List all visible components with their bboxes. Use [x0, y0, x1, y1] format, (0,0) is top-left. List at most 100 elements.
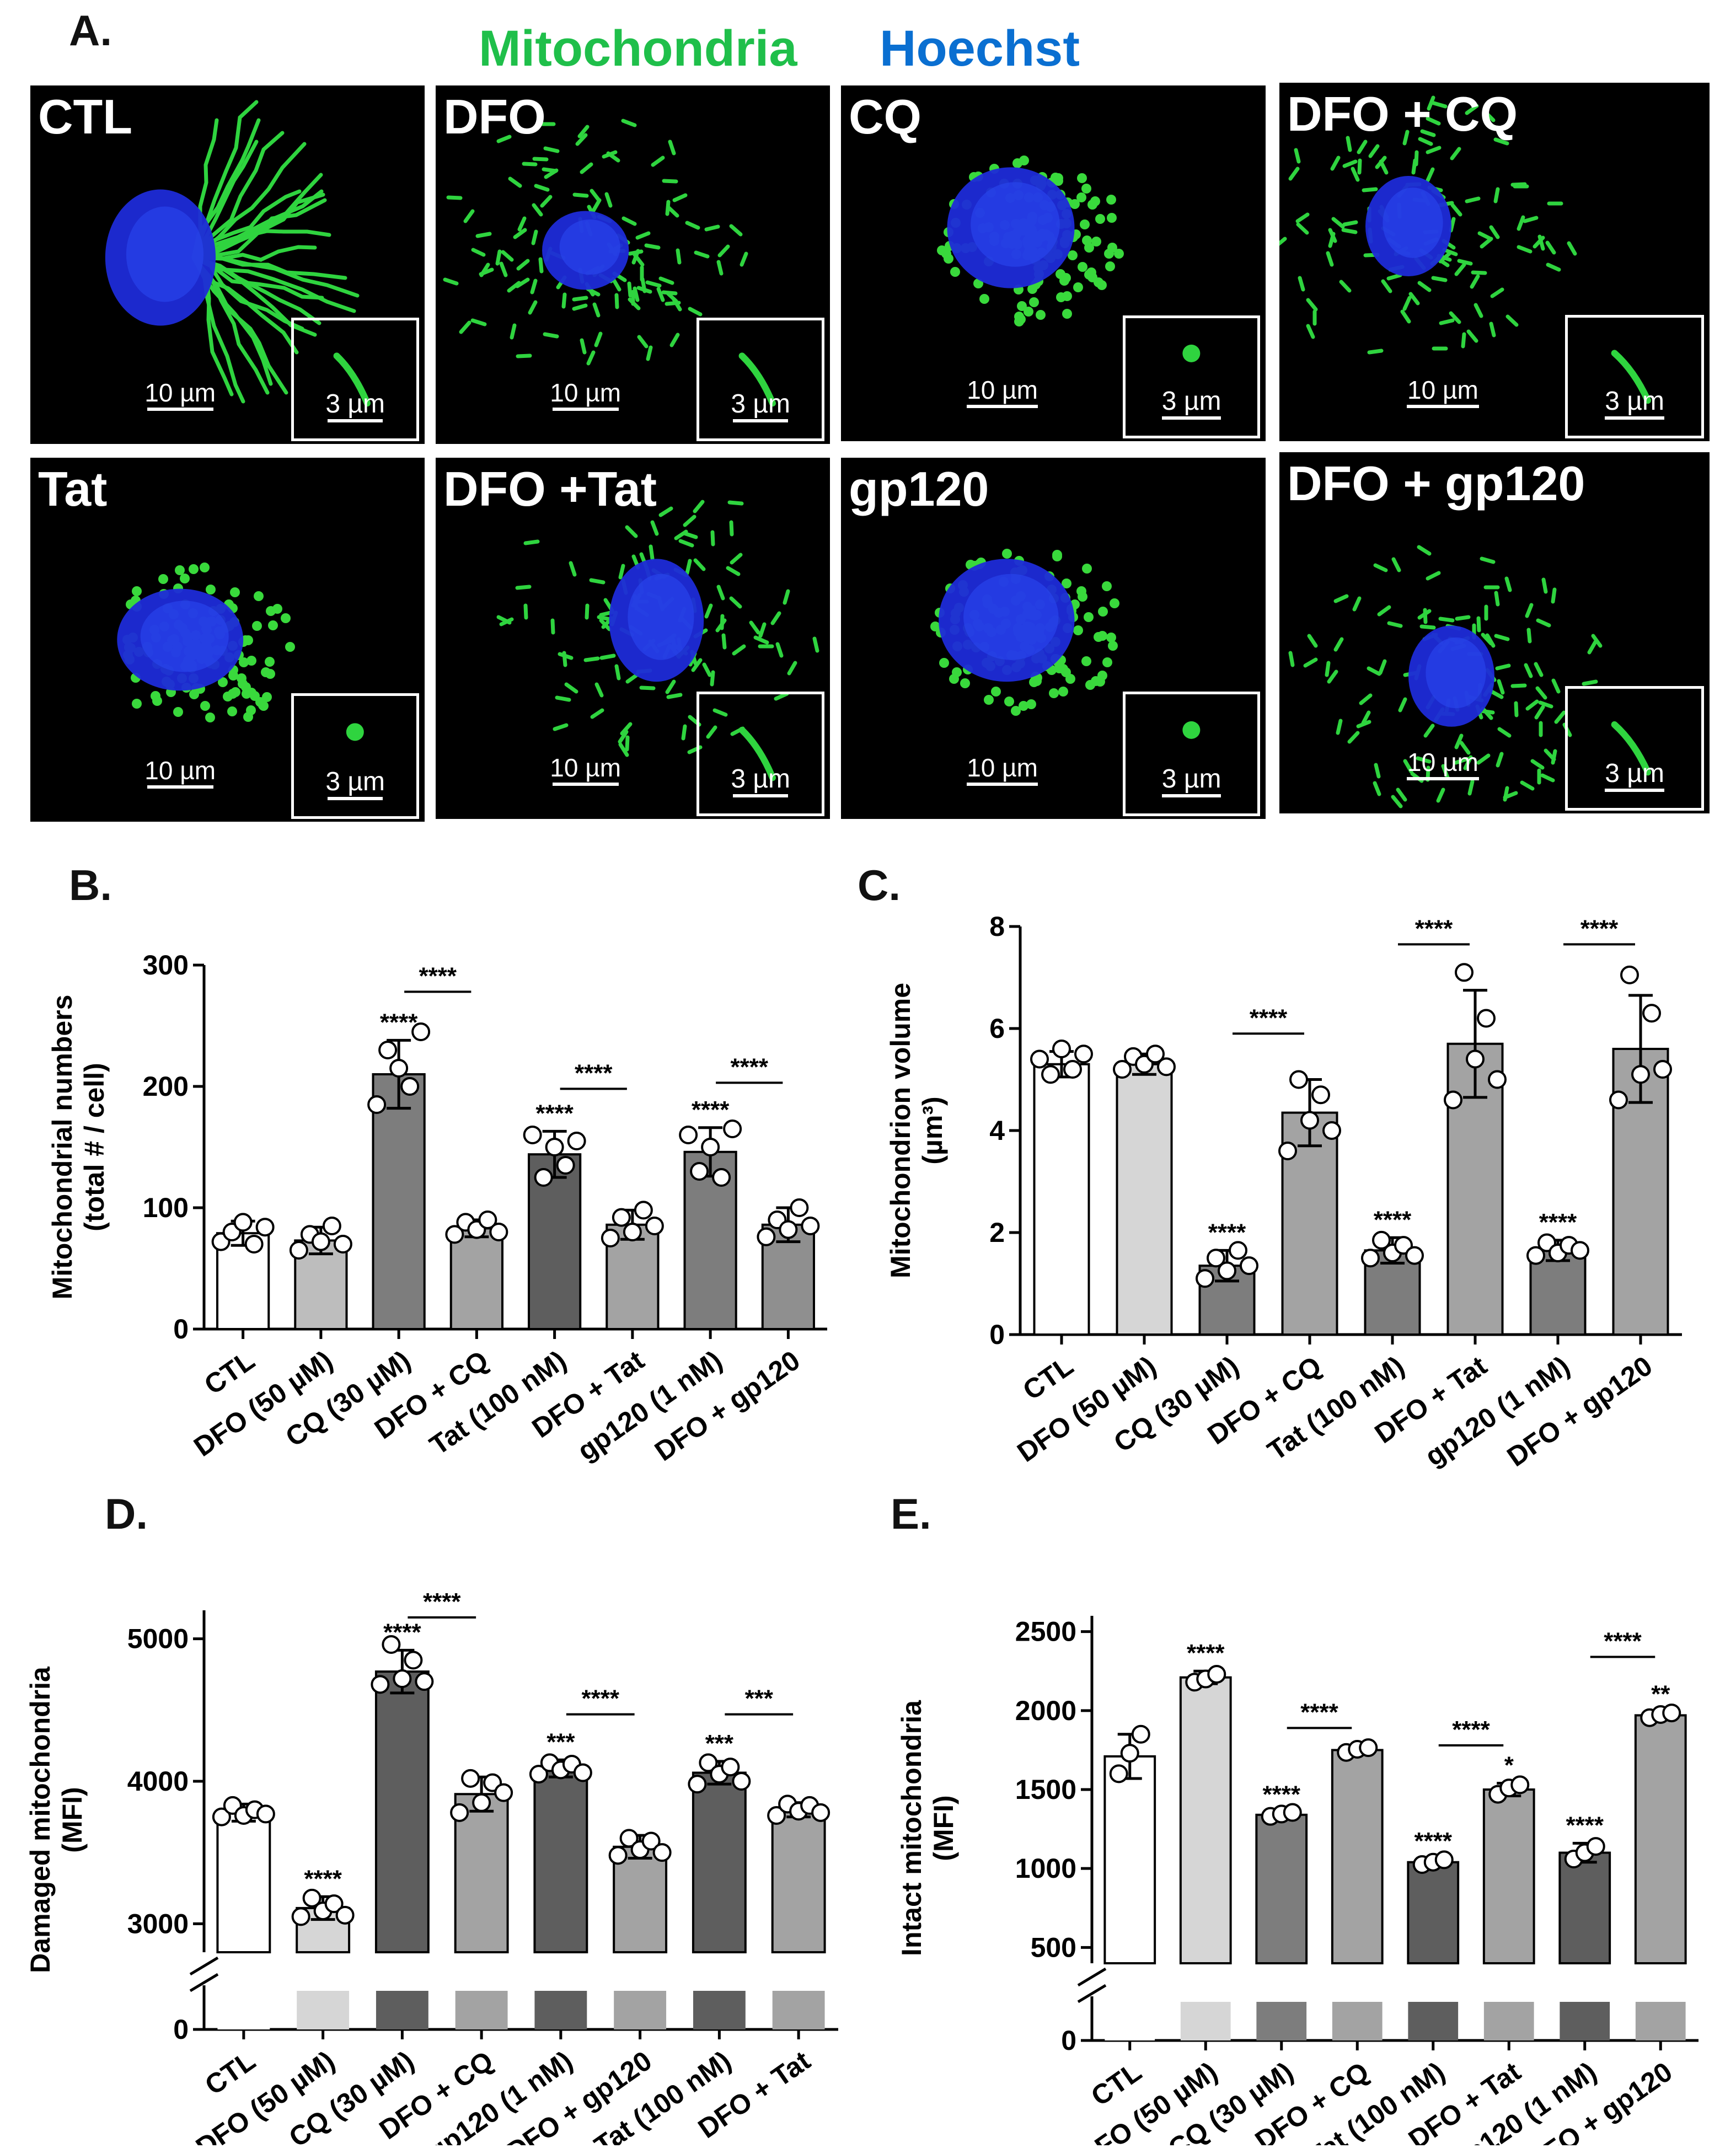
micrograph-label: DFO — [443, 89, 546, 144]
data-point-tat-100-nm — [534, 1168, 553, 1187]
y-tick-label-5000: 5000 — [127, 1624, 189, 1654]
comparison-significance: **** — [575, 1059, 613, 1086]
data-point-dfo-tat — [634, 1201, 653, 1220]
bar-dfo-gp120 — [1634, 1714, 1687, 1964]
zoom-inset: 3 µm — [291, 317, 419, 441]
axis-break-mark — [1077, 1967, 1107, 1987]
micrograph-dfo: DFO 10 µm 3 µm — [436, 85, 830, 444]
y-axis-title: Mitochondrion volume(µm³) — [885, 983, 948, 1278]
data-point-dfo-50-m — [1157, 1057, 1176, 1076]
comparison-significance: **** — [582, 1685, 620, 1712]
data-point-dfo-tat — [601, 1229, 620, 1247]
data-point-gp120-1-nm — [573, 1763, 592, 1782]
y-tick-label-300: 300 — [143, 950, 189, 981]
data-point-gp120-1-nm — [679, 1126, 698, 1144]
data-point-ctl — [212, 1807, 231, 1826]
significance-dfo-50-m: **** — [1187, 1640, 1225, 1667]
data-point-tat-100-nm — [523, 1126, 542, 1144]
data-point-cq-30-m — [1240, 1256, 1258, 1276]
zoom-inset: 3 µm — [696, 317, 824, 441]
significance-tat-100-nm: **** — [535, 1100, 574, 1127]
micrograph-label: CQ — [849, 89, 921, 144]
bar-dfo-gp120 — [613, 1845, 668, 1954]
zoom-inset: 3 µm — [291, 693, 419, 819]
data-point-ctl — [1131, 1724, 1150, 1744]
data-point-dfo-gp120 — [608, 1846, 628, 1865]
data-point-dfo-tat — [767, 1806, 786, 1825]
cell-image — [930, 549, 1119, 716]
y-tick-label-4: 4 — [989, 1115, 1005, 1146]
data-point-gp120-1-nm — [1571, 1241, 1589, 1260]
data-point-dfo-cq — [489, 1223, 508, 1241]
data-point-dfo-gp120 — [652, 1843, 672, 1862]
data-point-dfo-cq — [445, 1225, 464, 1244]
significance-cq-30-m: **** — [383, 1619, 421, 1646]
y-axis: 500 1000 1500 2000 2500 0 — [1015, 1616, 1107, 2056]
inset-scale-bar: 3 µm — [724, 764, 797, 797]
intact-mitochondria-chart: 500 1000 1500 2000 2500 0 Intact mitochondria(… — [896, 1616, 1699, 2145]
data-point-cq-30-m — [1229, 1241, 1247, 1260]
data-point-dfo-tat — [645, 1217, 664, 1235]
data-point-dfo-cq — [1322, 1121, 1341, 1140]
inset-scale-bar: 3 µm — [1152, 764, 1231, 797]
zoom-inset: 3 µm — [1565, 685, 1704, 811]
data-point-dfo-50-m — [289, 1241, 308, 1260]
comparison-significance: **** — [1452, 1716, 1490, 1743]
micrograph-ctl: CTL 10 µm 3 µm — [30, 85, 425, 444]
data-point-cq-30-m — [411, 1022, 431, 1041]
micrograph-cq: CQ 10 µm 3 µm — [841, 85, 1266, 441]
inset-scale-label: 3 µm — [731, 389, 790, 419]
inset-mitochondrion — [333, 352, 371, 406]
data-point-dfo-tat — [1477, 1009, 1496, 1028]
scale-bar-label: 10 µm — [1407, 376, 1478, 404]
data-point-cq-30-m — [389, 1059, 409, 1078]
y-axis-title-line: Damaged mitochondria — [25, 1666, 56, 1973]
bar-cq-30-m — [374, 1670, 430, 1953]
scale-bar-label: 10 µm — [144, 756, 216, 785]
bar-dfo-cq — [1331, 1749, 1384, 1964]
data-point-cq-30-m — [382, 1635, 401, 1654]
bar-stub-gp120-1-nm — [1560, 2002, 1610, 2040]
data-point-tat-100-nm — [556, 1156, 575, 1175]
cell-image — [1279, 95, 1577, 355]
data-point-cq-30-m — [393, 1669, 412, 1688]
y-tick-label-1500: 1500 — [1015, 1774, 1076, 1805]
data-point-dfo-50-m — [335, 1905, 355, 1925]
y-tick-label-zero: 0 — [1061, 2025, 1076, 2056]
scale-bar-10um: 10 µm — [951, 753, 1053, 786]
y-tick-label-2: 2 — [989, 1217, 1005, 1248]
data-point-gp120-1-nm — [723, 1119, 742, 1138]
data-point-tat-100-nm — [1434, 1850, 1454, 1870]
y-axis-title: Damaged mitochondria(MFI) — [25, 1666, 88, 1973]
data-point-dfo-tat — [623, 1223, 642, 1241]
bar-gp120-1-nm — [1558, 1851, 1611, 1965]
data-point-gp120-1-nm — [1586, 1837, 1605, 1856]
data-point-dfo-cq — [1311, 1085, 1330, 1105]
inset-scale-label: 3 µm — [731, 764, 790, 794]
y-tick-label-1000: 1000 — [1015, 1853, 1076, 1884]
y-axis: 0 2 4 6 8 — [989, 911, 1022, 1350]
significance-tat-100-nm: *** — [705, 1730, 734, 1757]
inset-scale-bar: 3 µm — [319, 767, 392, 800]
data-point-cq-30-m — [378, 1041, 398, 1059]
data-point-tat-100-nm — [721, 1758, 740, 1777]
data-point-dfo-50-m — [291, 1907, 310, 1926]
y-tick-label-500: 500 — [1031, 1932, 1076, 1963]
data-point-gp120-1-nm — [1526, 1246, 1545, 1265]
zoom-inset: 3 µm — [1123, 315, 1260, 438]
micrograph-tat: Tat 10 µm 3 µm — [30, 458, 425, 822]
data-point-dfo-cq — [450, 1803, 469, 1822]
comparison-significance: **** — [419, 962, 457, 989]
bar-stub-ctl — [217, 1991, 270, 2029]
inset-mitochondrion — [738, 352, 776, 406]
scale-bar-10um: 10 µm — [133, 756, 228, 789]
data-point-dfo-gp120 — [1609, 1090, 1628, 1110]
inset-scale-label: 3 µm — [1605, 387, 1664, 416]
micrograph-label: gp120 — [849, 462, 989, 516]
micrograph-label: DFO + CQ — [1287, 87, 1518, 141]
data-point-tat-100-nm — [699, 1753, 718, 1772]
x-tick-label-dfo-gp120: DFO + gp120 — [1502, 1350, 1658, 1472]
data-point-cq-30-m — [415, 1672, 434, 1691]
bar-stub-dfo-tat — [772, 1991, 825, 2029]
significance-cq-30-m: **** — [380, 1009, 418, 1036]
